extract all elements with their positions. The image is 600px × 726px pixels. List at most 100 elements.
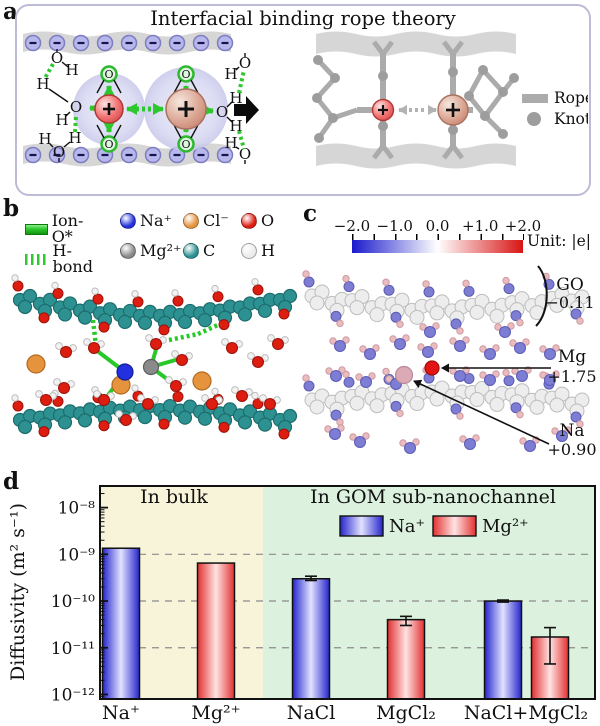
carbon-atom — [257, 417, 273, 432]
colorbar-ticks — [352, 234, 524, 240]
hydrogen-atom — [91, 287, 99, 295]
oxygen-atom — [52, 287, 64, 299]
x-tick-label: Mg²⁺ — [191, 702, 240, 724]
charged-water-oxygen — [424, 326, 436, 338]
water-atom-letter: O — [70, 98, 82, 116]
carbon-atom — [177, 410, 193, 425]
charged-hydrogen — [472, 434, 480, 442]
mg-charged-sphere — [424, 360, 440, 376]
legend-swatch-na — [339, 515, 384, 537]
hydrogen-atom — [83, 338, 91, 346]
carbon-atom — [57, 415, 73, 430]
panel-a-label: a — [3, 0, 18, 25]
oxygen-atom — [278, 428, 290, 440]
cl-sphere-icon — [183, 213, 199, 229]
axis-box — [99, 485, 596, 700]
go-atom — [489, 396, 505, 412]
charged-hydrogen — [502, 368, 510, 377]
charged-hydrogen — [479, 371, 487, 379]
water-oxygen — [272, 338, 284, 350]
oxygen-atom — [278, 308, 290, 320]
knot — [509, 73, 519, 83]
charged-hydrogen — [382, 367, 390, 376]
charged-hydrogen — [522, 338, 530, 346]
oxygen-atom — [158, 324, 170, 336]
charged-oxygen — [450, 403, 462, 415]
sodium-ion — [116, 363, 134, 381]
charged-hydrogen — [516, 318, 524, 327]
charged-hydrogen — [399, 439, 407, 447]
oxygen-atom — [38, 426, 50, 438]
water-atom-letter: H — [36, 75, 49, 93]
line — [113, 124, 122, 139]
water-atom-letter: H — [229, 89, 242, 107]
knot — [498, 129, 508, 139]
charged-oxygen — [343, 281, 355, 293]
charged-hydrogen — [302, 270, 310, 278]
x-tick-label: Na⁺ — [102, 702, 140, 724]
water-oxygen — [252, 356, 264, 368]
knot — [378, 121, 388, 131]
water-oxygen — [40, 394, 52, 406]
rope-membrane-bottom — [316, 143, 516, 169]
water-oxygen — [176, 354, 188, 366]
bar-naclmgcl-na — [483, 600, 523, 700]
legend-item-c: C — [183, 243, 215, 259]
charged-hydrogen — [456, 327, 464, 335]
y-tick-label: 10⁻¹¹ — [51, 639, 95, 659]
charged-hydrogen — [552, 370, 560, 378]
line — [173, 124, 182, 139]
charged-oxygen — [503, 283, 515, 295]
charged-water-oxygen — [334, 340, 346, 352]
charged-hydrogen — [359, 345, 367, 353]
hydrogen-atom — [131, 384, 139, 392]
legend-item-o: O — [241, 213, 274, 229]
charged-water-oxygen — [524, 440, 536, 452]
rope-membrane-top — [316, 31, 516, 57]
colorbar-tick-label: +2.0 — [504, 217, 542, 235]
mg-label: Mg — [558, 347, 586, 367]
charged-hydrogen — [576, 317, 584, 325]
colorbar-tick-label: −2.0 — [333, 217, 371, 235]
covalent-bond — [65, 111, 71, 117]
water-oxygen — [60, 346, 72, 358]
charged-oxygen — [390, 311, 402, 323]
charged-hydrogen — [338, 366, 346, 374]
rope-branch — [381, 144, 394, 160]
panel-d-label: d — [3, 468, 20, 495]
bar-mgcl-mg — [386, 618, 426, 700]
legend-label: Cl⁻ — [203, 211, 229, 230]
charged-hydrogen — [419, 323, 427, 331]
legend-label: H — [261, 241, 275, 260]
water-atom-letter: H — [55, 111, 68, 129]
charged-hydrogen — [449, 337, 457, 345]
go-atom — [469, 392, 485, 408]
legend-label-na: Na⁺ — [389, 516, 425, 537]
charged-hydrogen — [417, 343, 425, 351]
na-charged-sphere — [394, 365, 414, 385]
hydrogen-atom — [55, 342, 63, 350]
charged-hydrogen — [509, 339, 517, 347]
charged-hydrogen — [342, 336, 350, 344]
y-tick-label: 10⁻⁸ — [58, 499, 96, 519]
water-oxygen — [226, 342, 238, 354]
charged-water-oxygen — [404, 442, 416, 454]
charged-water-oxygen — [454, 340, 466, 352]
oxygen-atom — [12, 400, 24, 412]
charged-oxygen — [510, 402, 522, 414]
h-sphere-icon — [241, 243, 257, 259]
charged-hydrogen — [539, 371, 547, 379]
oxygen-atom — [12, 280, 24, 292]
go-atom — [529, 399, 545, 415]
covalent-bond — [226, 101, 233, 108]
bound-oxygen — [100, 65, 118, 83]
go-atom — [309, 295, 325, 311]
panel-b-label: b — [3, 195, 20, 222]
charged-oxygen — [303, 380, 315, 392]
legend-label: Ion-O* — [51, 211, 84, 246]
carbon-atom — [197, 313, 213, 328]
panel-c-label: c — [303, 200, 318, 227]
water-atom-letter: H — [229, 117, 242, 135]
water-oxygen — [58, 382, 70, 394]
covalent-bond — [235, 146, 240, 150]
